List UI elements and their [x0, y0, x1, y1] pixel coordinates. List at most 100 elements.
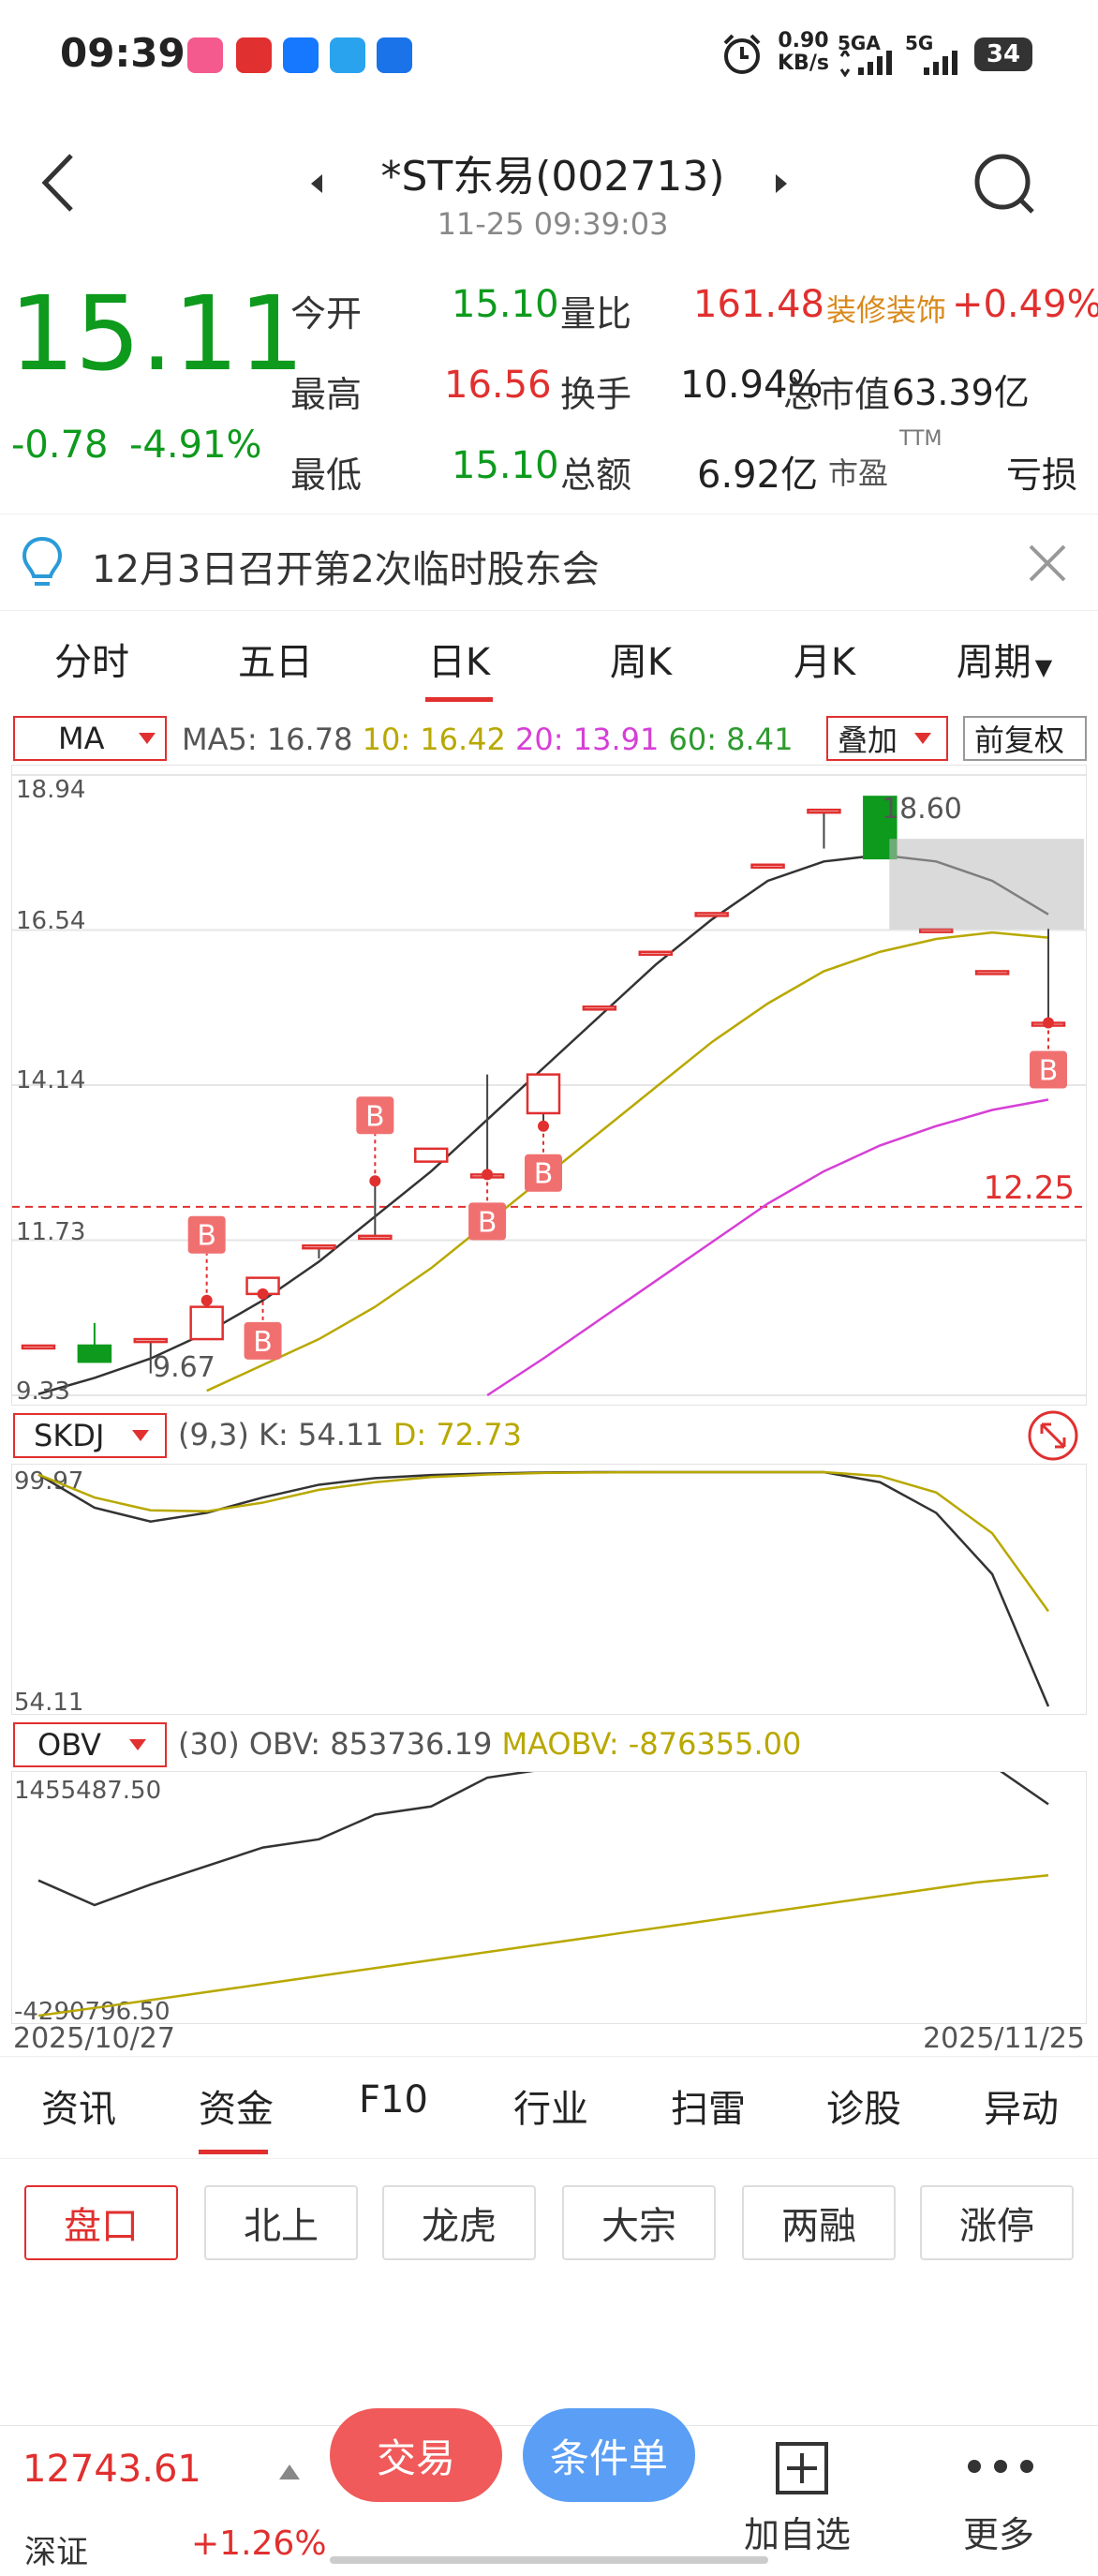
sector-change: +0.49%	[952, 283, 1098, 326]
tab-f10[interactable]: F10	[359, 2078, 428, 2122]
kline-chart[interactable]: B B B B B B 18.94 16.54 14.14 11.73 9.33 18.6…	[11, 765, 1087, 1406]
tab-weekly-k[interactable]: 周K	[609, 641, 673, 684]
close-icon[interactable]	[1027, 543, 1068, 584]
candle	[21, 1344, 56, 1350]
tab-diagnosis[interactable]: 诊股	[826, 2088, 901, 2131]
y-axis-label: 9.33	[16, 1377, 70, 1406]
search-icon[interactable]	[971, 150, 1038, 217]
volume-ratio-value: 161.48	[693, 283, 824, 326]
ma10-value: 10: 16.42	[362, 722, 506, 757]
open-label: 今开	[290, 293, 363, 335]
active-tab-underline	[199, 2150, 268, 2154]
add-watchlist-icon[interactable]	[774, 2440, 830, 2496]
y-axis-label: 18.94	[16, 776, 85, 804]
ma10-line	[206, 931, 1049, 1392]
date-end: 2025/11/25	[923, 2022, 1085, 2055]
battery-indicator: 34	[974, 37, 1032, 71]
candle	[77, 1344, 112, 1363]
index-value[interactable]: 12743.61	[22, 2448, 201, 2491]
buy-signal-dot	[538, 1120, 549, 1132]
obv-indicator-select[interactable]: OBV	[13, 1722, 167, 1767]
candle	[638, 950, 674, 956]
buy-signal-label: B	[478, 1206, 497, 1239]
pe-ttm-sup: TTM	[899, 427, 942, 451]
chevron-down-icon	[914, 733, 932, 744]
subtab-northbound[interactable]: 北上	[204, 2185, 358, 2260]
conditional-order-button[interactable]: 条件单	[523, 2408, 695, 2502]
expand-icon[interactable]	[1027, 1409, 1079, 1462]
prev-stock-icon[interactable]	[309, 174, 324, 193]
tab-daily-k[interactable]: 日K	[427, 641, 491, 684]
candle	[694, 912, 729, 917]
subtab-margin[interactable]: 两融	[742, 2185, 896, 2260]
buy-signal-dot	[257, 1288, 269, 1300]
buy-signal-label: B	[1039, 1055, 1059, 1088]
ma20-value: 20: 13.91	[515, 722, 660, 757]
quote-datetime: 11-25 09:39:03	[437, 206, 669, 242]
trade-button[interactable]: 交易	[330, 2408, 502, 2502]
chevron-down-icon	[138, 733, 156, 744]
status-time: 09:39	[60, 30, 185, 76]
obv-params: (30)	[178, 1726, 240, 1762]
obv-y-top: 1455487.50	[14, 1777, 161, 1805]
tab-news[interactable]: 资讯	[41, 2088, 116, 2131]
sector-name[interactable]: 装修装饰	[826, 292, 947, 328]
skdj-chart[interactable]: 99.97 54.11	[11, 1464, 1087, 1715]
skdj-values: (9,3) K: 54.11 D: 72.73	[178, 1417, 522, 1452]
maobv-line	[37, 1874, 1049, 2018]
buy-signal-dot	[200, 1294, 213, 1306]
pe-value: 亏损	[1006, 454, 1078, 496]
more-icon[interactable]	[965, 2457, 1036, 2476]
candle	[582, 1005, 617, 1011]
notice-banner[interactable]: 12月3日召开第2次临时股东会	[0, 514, 1098, 611]
more-label[interactable]: 更多	[963, 2514, 1035, 2555]
low-label: 最低	[290, 454, 363, 496]
subtab-order-book[interactable]: 盘口	[24, 2185, 178, 2260]
tab-five-day[interactable]: 五日	[238, 641, 313, 684]
tab-monthly-k[interactable]: 月K	[793, 641, 856, 684]
overlay-button[interactable]: 叠加	[826, 716, 948, 761]
subtab-limit-up[interactable]: 涨停	[920, 2185, 1074, 2260]
obv-value: OBV: 853736.19	[248, 1726, 493, 1762]
reference-price-label: 12.25	[984, 1169, 1075, 1207]
last-price: 15.11	[9, 274, 304, 394]
active-tab-underline	[425, 697, 493, 702]
buy-signal-badge	[1030, 1050, 1067, 1089]
alarm-icon	[723, 34, 761, 74]
buy-signal-badge	[244, 1321, 282, 1360]
ma-indicator-select[interactable]: MA	[13, 716, 167, 761]
turnover-label: 换手	[560, 374, 632, 415]
ma5-value: MA5: 16.78	[182, 722, 353, 757]
obv-chart[interactable]: 1455487.50 -4290796.50	[11, 1771, 1087, 2024]
bilibili-app-icon	[187, 37, 223, 73]
tab-minute[interactable]: 分时	[54, 641, 129, 684]
feishu-app-icon	[283, 37, 319, 73]
skdj-indicator-select[interactable]: SKDJ	[13, 1413, 167, 1458]
subtab-block-trade[interactable]: 大宗	[562, 2185, 716, 2260]
tab-period[interactable]: 周期 ▼	[956, 641, 1053, 684]
next-stock-icon[interactable]	[774, 174, 789, 193]
low-value: 15.10	[452, 444, 559, 487]
turnover-value: 10.94%	[680, 364, 824, 407]
adjust-button[interactable]: 前复权	[963, 716, 1087, 761]
candle	[750, 863, 785, 870]
buy-signal-badge	[356, 1096, 394, 1135]
amount-value: 6.92亿	[697, 454, 819, 497]
volume-ratio-label: 量比	[560, 293, 632, 335]
tab-industry[interactable]: 行业	[513, 2088, 588, 2131]
tab-fund[interactable]: 资金	[199, 2088, 274, 2131]
back-icon[interactable]	[37, 150, 79, 216]
add-watchlist-label[interactable]: 加自选	[744, 2514, 852, 2555]
signal-bars-icon-2	[924, 51, 957, 75]
ma-values: MA5: 16.78 10: 16.42 20: 13.91 60: 8.41	[182, 722, 793, 757]
candle	[302, 1243, 336, 1250]
notice-text: 12月3日召开第2次临时股东会	[92, 548, 600, 591]
tab-anomaly[interactable]: 异动	[984, 2088, 1059, 2131]
market-cap-label: 总市值	[783, 374, 891, 415]
bottom-tab-bar	[0, 2056, 1098, 2159]
candle	[918, 928, 954, 933]
skdj-d: D: 72.73	[393, 1417, 522, 1452]
chevron-down-icon	[132, 1430, 150, 1441]
tab-risk-scan[interactable]: 扫雷	[671, 2088, 746, 2131]
subtab-dragon-tiger[interactable]: 龙虎	[382, 2185, 536, 2260]
